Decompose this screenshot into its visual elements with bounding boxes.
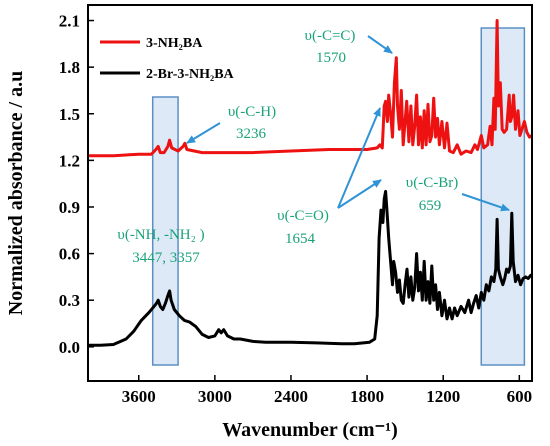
- highlight-region-1: [151, 96, 179, 366]
- x-axis-title: Wavenumber (cm⁻¹): [222, 419, 398, 441]
- annotation-ch-arrow: [186, 122, 221, 144]
- x-tick-label: 2400: [274, 387, 308, 406]
- y-axis-ticks: 0.0 0.3 0.6 0.9 1.2 1.5 1.8 2.1: [59, 12, 94, 357]
- annotation-nh-value: 3447, 3357: [132, 250, 200, 266]
- y-tick-label: 1.8: [59, 58, 80, 77]
- annotation-ch-value: 3236: [236, 126, 267, 142]
- annotation-ch-label: υ(-C-H): [228, 104, 276, 120]
- y-tick-label: 0.0: [59, 338, 80, 357]
- annotation-cc-value: 1570: [316, 50, 346, 66]
- annotation-co-arrow-down: [337, 179, 382, 209]
- x-tick-label: 600: [507, 387, 533, 406]
- annotation-cbr-arrow: [461, 193, 510, 212]
- annotations: υ(-C-H) 3236 υ(-C=C) 1570 υ(-C=O) 1654 υ…: [117, 28, 510, 266]
- x-tick-label: 1800: [350, 387, 384, 406]
- annotation-cc-label: υ(-C=C): [305, 28, 356, 44]
- y-tick-label: 0.6: [59, 245, 80, 264]
- annotation-cc-arrow: [367, 35, 393, 54]
- highlight-region-2: [480, 27, 526, 366]
- x-axis-ticks: 3600 3000 2400 1800 1200 600: [122, 375, 532, 406]
- x-tick-label: 3000: [198, 387, 232, 406]
- annotation-co-arrow-up: [337, 107, 381, 209]
- annotation-co-label: υ(-C=O): [277, 208, 329, 224]
- y-tick-label: 0.3: [59, 291, 80, 310]
- x-tick-label: 3600: [122, 387, 156, 406]
- y-tick-label: 0.9: [59, 198, 80, 217]
- annotation-cbr-label: υ(-C-Br): [406, 175, 458, 191]
- plot-frame: [87, 4, 533, 382]
- annotation-cbr-value: 659: [419, 198, 442, 214]
- annotation-nh-label: υ(-NH, -NH₂ ): [117, 227, 204, 243]
- legend-label-2-br-3-nh2ba: 2-Br-3-NH₂BA: [146, 67, 235, 82]
- highlight-regions: [151, 27, 526, 366]
- legend: 3-NH₂BA 2-Br-3-NH₂BA: [100, 36, 235, 82]
- y-tick-label: 1.2: [59, 151, 80, 170]
- y-tick-label: 2.1: [59, 12, 80, 31]
- series-line-2-br-3-nh2ba: [88, 189, 532, 347]
- y-tick-label: 1.5: [59, 105, 80, 124]
- legend-label-3-nh2ba: 3-NH₂BA: [146, 36, 203, 51]
- series-layer: [88, 19, 532, 347]
- x-tick-label: 1200: [426, 387, 460, 406]
- annotation-co-value: 1654: [285, 231, 316, 247]
- y-axis-title: Normalized absorbance / a.u: [5, 71, 27, 315]
- series-line-3-nh2ba: [88, 19, 532, 158]
